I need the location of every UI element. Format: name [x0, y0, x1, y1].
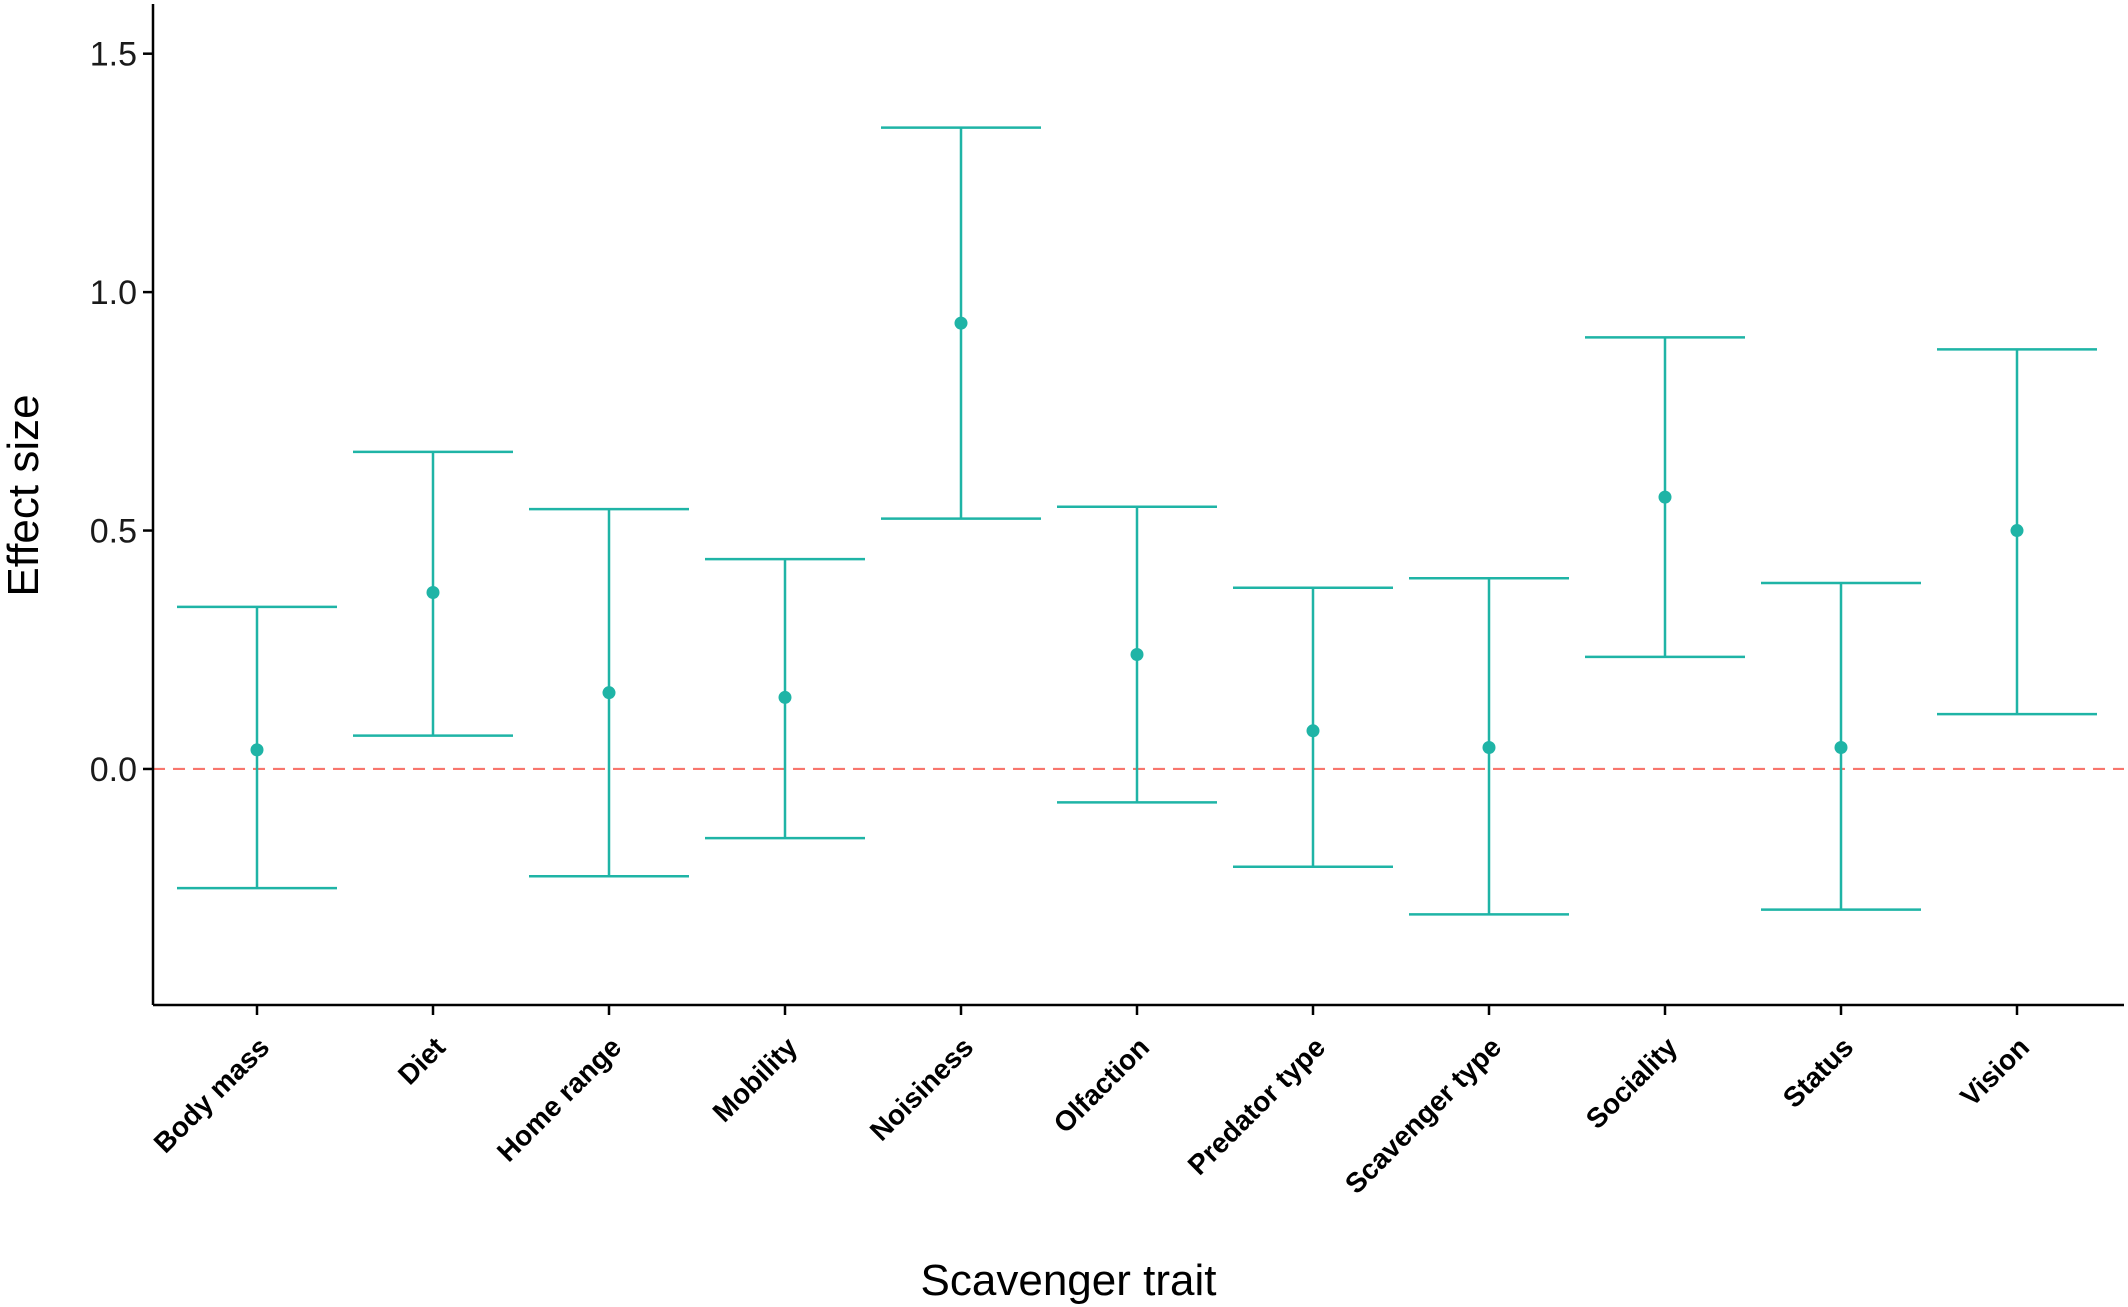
estimate-point — [1306, 724, 1320, 738]
y-axis-ticks: 0.0 0.5 1.0 1.5 — [90, 36, 153, 789]
y-tick-label: 0.0 — [90, 751, 137, 789]
x-axis-ticks: Body mass Diet Home range Mobility Noisiness… — [148, 1005, 2035, 1200]
estimate-point — [426, 586, 440, 600]
estimate-point — [1482, 741, 1496, 755]
estimate-point — [954, 316, 968, 330]
x-axis-title: Scavenger trait — [921, 1256, 1217, 1305]
y-axis-title: Effect size — [0, 394, 48, 596]
errorbar-status — [1761, 581, 1921, 911]
errorbar-vision — [1937, 348, 2097, 716]
estimate-point — [778, 690, 792, 704]
estimate-point — [1834, 741, 1848, 755]
errorbar-noisiness — [881, 126, 1041, 520]
x-tick-label: Body mass — [148, 1031, 276, 1159]
estimate-point — [602, 686, 616, 700]
errorbar-predator-type — [1233, 586, 1393, 868]
errorbar-home-range — [529, 507, 689, 878]
estimate-point — [1658, 490, 1672, 504]
errorbar-scavenger-type — [1409, 576, 1569, 916]
x-tick-label: Sociality — [1580, 1031, 1684, 1135]
y-tick-label: 0.5 — [90, 513, 137, 551]
x-tick-label: Olfaction — [1048, 1031, 1156, 1139]
x-tick-label: Scavenger type — [1339, 1031, 1507, 1199]
estimate-point — [1130, 648, 1144, 662]
error-bars — [177, 126, 2097, 916]
y-tick-label: 1.5 — [90, 36, 137, 74]
errorbar-body-mass — [177, 605, 337, 890]
errorbar-olfaction — [1057, 505, 1217, 804]
estimate-point — [250, 743, 264, 757]
errorbar-diet — [353, 450, 513, 737]
x-tick-label: Noisiness — [864, 1031, 979, 1146]
x-tick-label: Mobility — [707, 1031, 804, 1128]
x-tick-label: Status — [1777, 1031, 1859, 1113]
x-tick-label: Vision — [1954, 1031, 2035, 1112]
x-tick-label: Diet — [392, 1031, 451, 1090]
errorbar-sociality — [1585, 336, 1745, 659]
x-tick-label: Predator type — [1182, 1031, 1332, 1181]
x-tick-label: Home range — [491, 1031, 627, 1167]
estimate-point — [2010, 524, 2024, 538]
errorbar-mobility — [705, 557, 865, 840]
y-tick-label: 1.0 — [90, 274, 137, 312]
